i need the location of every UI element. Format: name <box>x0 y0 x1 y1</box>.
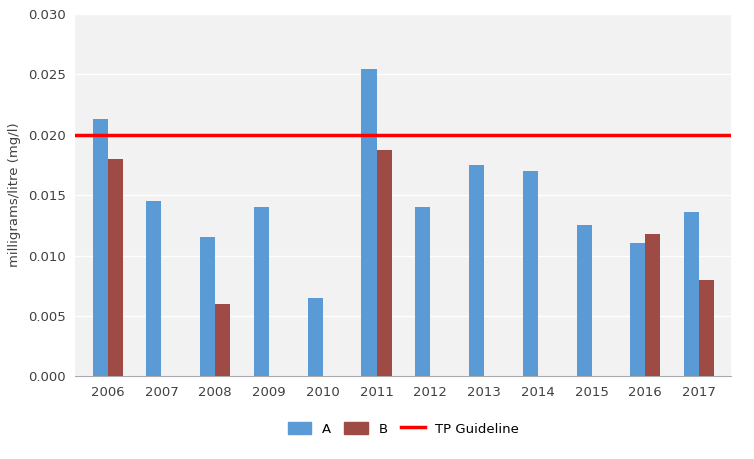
Bar <box>577 225 592 376</box>
Bar <box>146 201 161 376</box>
Bar <box>645 234 661 376</box>
Legend: A, B, TP Guideline: A, B, TP Guideline <box>281 416 526 442</box>
Bar <box>415 207 431 376</box>
Bar <box>630 243 645 376</box>
Bar <box>200 237 215 376</box>
Bar <box>376 151 391 376</box>
Bar <box>469 165 484 376</box>
Bar <box>93 119 108 376</box>
Bar <box>215 304 230 376</box>
Bar <box>108 159 123 376</box>
Bar <box>254 207 269 376</box>
Bar <box>308 298 323 376</box>
Bar <box>361 69 376 376</box>
Y-axis label: milligrams/litre (mg/l): milligrams/litre (mg/l) <box>8 123 21 268</box>
Bar <box>699 280 714 376</box>
Bar <box>523 171 538 376</box>
Bar <box>684 212 699 376</box>
